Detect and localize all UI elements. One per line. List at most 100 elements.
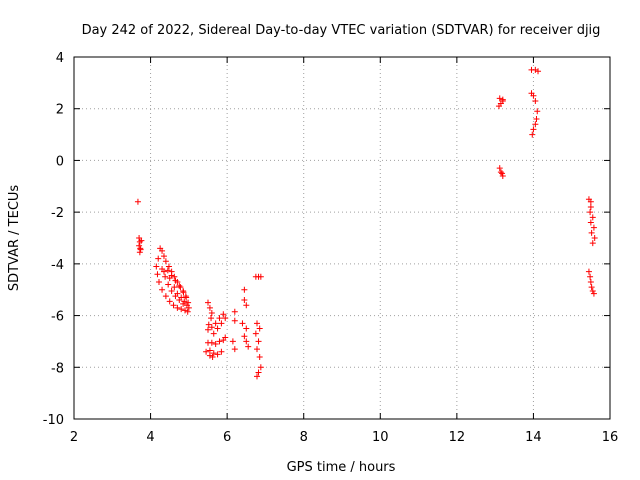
y-tick-label: -8 — [51, 361, 64, 376]
data-point — [136, 242, 143, 249]
data-point — [160, 253, 167, 260]
data-point — [165, 281, 172, 288]
x-tick-label: 2 — [70, 430, 78, 445]
data-point — [154, 271, 161, 278]
data-point — [257, 364, 264, 371]
data-point — [203, 348, 210, 355]
x-tick-label: 8 — [300, 430, 308, 445]
data-point — [218, 348, 225, 355]
y-tick-label: -6 — [51, 310, 64, 325]
data-point — [587, 219, 594, 226]
data-point — [180, 288, 187, 295]
data-point — [591, 235, 598, 241]
data-point — [208, 315, 215, 322]
data-point — [181, 298, 188, 305]
data-point — [255, 369, 262, 376]
data-point — [499, 96, 506, 103]
data-point — [210, 350, 217, 357]
data-point — [532, 97, 539, 104]
plot-frame — [73, 56, 611, 420]
data-point — [590, 224, 597, 231]
data-point — [212, 320, 219, 327]
y-axis-label: SDTVAR / TECUs — [7, 185, 22, 292]
data-point — [530, 92, 537, 99]
data-point — [138, 237, 145, 244]
data-point — [587, 209, 594, 216]
y-tick-label: 2 — [56, 103, 64, 118]
data-point — [256, 353, 263, 360]
data-point — [176, 282, 183, 289]
data-point — [530, 126, 537, 133]
data-point — [184, 308, 191, 315]
data-point — [587, 198, 594, 205]
data-point — [231, 346, 238, 353]
data-point — [529, 131, 536, 138]
x-axis-label: GPS time / hours — [287, 460, 396, 475]
data-point — [532, 121, 539, 128]
data-point — [245, 343, 252, 350]
tick-labels: 2 4 6 8 10 12 14 16 -10 -8 -6 -4 -2 0 2 4 — [43, 51, 619, 445]
y-tick-label: -2 — [51, 206, 64, 221]
data-point — [214, 325, 221, 332]
data-point — [588, 229, 595, 236]
data-point — [535, 68, 542, 75]
data-point — [162, 273, 169, 280]
data-point — [170, 302, 177, 309]
data-point — [205, 321, 212, 328]
x-tick-label: 12 — [449, 430, 466, 445]
data-point — [589, 240, 596, 247]
x-tick-label: 14 — [525, 430, 542, 445]
data-point — [166, 275, 173, 282]
data-point — [222, 334, 229, 341]
data-point — [171, 273, 178, 280]
y-tick-label: -10 — [43, 413, 64, 428]
data-points — [134, 66, 598, 380]
x-tick-label: 10 — [372, 430, 389, 445]
data-point — [182, 307, 189, 314]
data-point — [160, 268, 167, 275]
data-point — [206, 352, 213, 359]
data-point — [532, 66, 539, 73]
x-tick-label: 6 — [223, 430, 231, 445]
data-point — [168, 288, 175, 295]
data-point — [588, 284, 595, 291]
data-point — [185, 299, 192, 306]
data-point — [178, 306, 185, 313]
data-point — [155, 255, 162, 262]
data-point — [153, 263, 160, 270]
data-point — [254, 346, 261, 353]
data-point — [499, 172, 506, 179]
x-tick-label: 16 — [602, 430, 619, 445]
data-point — [162, 293, 169, 300]
data-point — [159, 286, 166, 293]
data-point — [177, 284, 184, 291]
data-point — [587, 273, 594, 280]
data-point — [178, 294, 185, 301]
data-point — [208, 309, 215, 316]
data-point — [208, 339, 215, 346]
data-point — [180, 300, 187, 307]
data-point — [231, 317, 238, 324]
data-point — [171, 284, 178, 291]
y-tick-label: -4 — [51, 258, 64, 273]
data-point — [205, 326, 211, 333]
data-point — [137, 245, 144, 252]
x-tick-label: 4 — [146, 430, 154, 445]
data-point — [216, 338, 223, 345]
data-point — [241, 286, 248, 293]
data-point — [496, 165, 503, 172]
data-point — [587, 278, 594, 285]
data-point — [164, 267, 171, 274]
chart-title: Day 242 of 2022, Sidereal Day-to-day VTE… — [82, 23, 601, 38]
data-point — [216, 315, 223, 322]
axis-ticks — [73, 56, 611, 420]
data-point — [159, 247, 166, 254]
data-point — [208, 324, 215, 331]
y-tick-label: 4 — [56, 51, 64, 66]
data-point — [214, 351, 221, 358]
data-point — [241, 297, 248, 304]
data-point — [162, 258, 169, 265]
data-point — [172, 277, 179, 284]
data-point — [243, 302, 250, 309]
data-point — [182, 293, 189, 300]
